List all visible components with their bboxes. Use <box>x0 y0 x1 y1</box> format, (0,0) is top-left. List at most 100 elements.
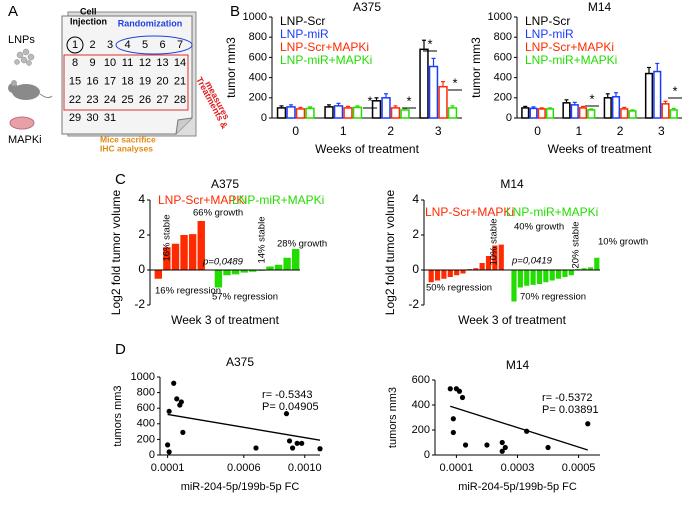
bar <box>223 270 231 276</box>
legend-entry: LNP-Scr+MAPKi <box>425 205 514 219</box>
annotation: 70% regression <box>520 292 586 303</box>
bar <box>661 103 670 119</box>
x-tick-label: 0.0003 <box>501 462 535 474</box>
point <box>165 442 171 448</box>
x-tick-label: 0.0001 <box>440 462 474 474</box>
randomization: Randomization <box>118 18 183 28</box>
legend-entry: LNP-miR+MAPKi <box>506 205 598 219</box>
annotation: p=0,0489 <box>202 257 244 268</box>
x-tick-label: 0.0005 <box>562 462 596 474</box>
bar <box>545 108 555 119</box>
calendar-day: 20 <box>156 76 168 88</box>
y-tick-label: 400 <box>137 418 155 430</box>
significance-star: * <box>452 75 457 90</box>
bar <box>163 247 171 270</box>
lnp-icon <box>14 48 35 66</box>
y-tick-label: 2 <box>412 227 419 241</box>
annotation: 16% regression <box>155 286 221 297</box>
pill-icon <box>9 116 35 130</box>
y-tick-label: 800 <box>494 31 512 43</box>
bar <box>511 270 517 302</box>
sacrifice-label: IHC analyses <box>100 143 153 153</box>
calendar-day: 6 <box>159 39 165 51</box>
x-axis-label: Week 3 of treatment <box>171 313 279 327</box>
bar <box>154 270 162 279</box>
bar <box>479 263 485 270</box>
y-tick-label: 0 <box>424 449 430 461</box>
stat-label: r= -0.5343 <box>262 389 312 401</box>
chart-title: A375 <box>211 177 239 191</box>
annotation: 50% regression <box>426 283 492 294</box>
y-tick-label: 800 <box>137 387 155 399</box>
bar <box>276 107 287 119</box>
calendar-day: 22 <box>69 94 81 106</box>
bar <box>587 109 596 119</box>
bar <box>295 108 306 119</box>
annotation: 16% stable <box>162 214 173 261</box>
injection-circle <box>66 36 84 54</box>
calendar-day: 18 <box>121 76 133 88</box>
y-tick-label: 0 <box>412 262 419 276</box>
point <box>450 429 456 436</box>
bar <box>292 249 300 270</box>
point <box>289 445 296 451</box>
y-tick-label: 0 <box>506 112 512 124</box>
calendar-day: 24 <box>104 94 116 106</box>
calendar-day: 28 <box>174 94 186 106</box>
bar <box>324 106 334 119</box>
x-tick-label: 1 <box>340 124 347 138</box>
bar <box>434 270 441 281</box>
bar <box>419 48 429 119</box>
calendar-day: 17 <box>104 76 116 88</box>
bar <box>231 270 240 275</box>
bar <box>249 270 257 272</box>
panel-label: D <box>115 341 126 358</box>
bar <box>454 270 460 276</box>
legend-entry: LNP-miR <box>525 27 574 41</box>
bar <box>562 102 571 119</box>
point <box>450 416 456 422</box>
bar <box>485 256 492 270</box>
panel-label: B <box>230 3 240 20</box>
bar <box>390 107 401 119</box>
chart-title: M14 <box>588 0 612 14</box>
bar <box>587 267 594 270</box>
calendar-day: 11 <box>122 57 133 69</box>
bar <box>536 270 543 284</box>
bar <box>581 268 587 270</box>
point <box>317 446 323 452</box>
y-axis-label: Log2 fold tumor volume <box>109 189 123 315</box>
x-tick-label: 3 <box>658 124 665 138</box>
annotation: 10% growth <box>598 237 648 248</box>
calendar-day: 25 <box>121 94 133 106</box>
point <box>484 442 490 448</box>
calendar-day: 27 <box>156 94 168 106</box>
bar <box>400 109 410 119</box>
significance-star: * <box>367 93 372 108</box>
y-axis-label: tumors mm3 <box>112 385 124 446</box>
point <box>299 440 305 446</box>
x-tick-label: 0 <box>292 124 299 138</box>
x-tick-label: 0 <box>534 124 541 138</box>
calendar-day: 29 <box>69 112 81 124</box>
calendar-day: 4 <box>124 39 130 51</box>
point <box>178 399 184 405</box>
y-tick-label: 4 <box>412 192 419 206</box>
y-axis-label: tumor mm3 <box>224 37 238 98</box>
calendar-day: 16 <box>86 76 98 88</box>
bar <box>460 270 466 274</box>
bar <box>333 105 344 119</box>
legend-entry: LNP-miR+MAPKi <box>525 53 617 67</box>
annotation: 57% regression <box>212 292 278 303</box>
y-tick-label: 400 <box>494 72 512 84</box>
panel-label: C <box>115 171 126 188</box>
calendar-day: 10 <box>104 57 116 69</box>
calendar-day: 2 <box>89 39 95 51</box>
calendar-day: 19 <box>139 76 151 88</box>
stat-label: r= -0.5372 <box>542 392 592 404</box>
annotation: 10% stable <box>489 218 500 265</box>
treatment-box <box>63 54 189 111</box>
bar <box>628 110 637 119</box>
y-axis-label: Log2 fold tumor volume <box>383 189 397 315</box>
